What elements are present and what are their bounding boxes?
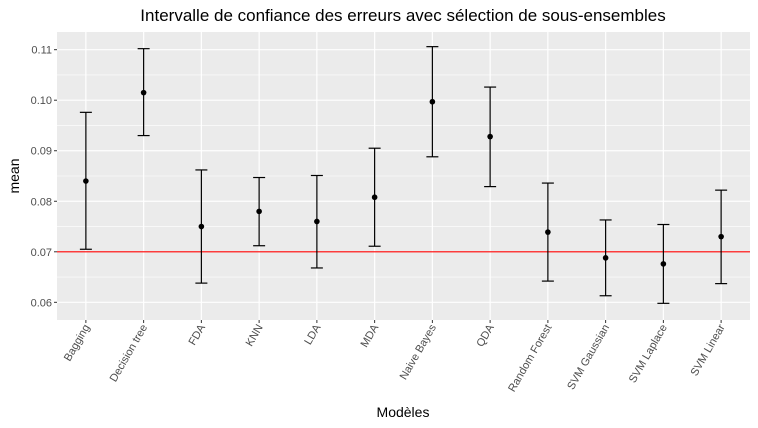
x-tick-label: SVM Laplace [627, 323, 670, 386]
y-tick-label: 0.09 [31, 146, 52, 158]
x-tick-label: FDA [187, 322, 209, 348]
x-tick-label: SVM Gaussian [565, 323, 612, 393]
x-tick-label: KNN [244, 322, 266, 348]
x-tick-label: LDA [302, 322, 323, 347]
mean-point [141, 90, 147, 96]
x-axis-title: Modèles [377, 404, 430, 420]
mean-point [487, 134, 493, 140]
x-tick-label: SVM Linear [689, 322, 728, 378]
mean-point [545, 229, 551, 235]
x-tick-label: Random Forest [506, 323, 554, 395]
mean-point [256, 209, 262, 215]
y-axis-title: mean [6, 158, 22, 193]
x-tick-label: Bagging [62, 323, 93, 364]
mean-point [718, 234, 724, 240]
y-axis: 0.06 0.07 0.08 0.09 0.10 0.11 [31, 45, 57, 310]
x-tick-label: Decision tree [108, 323, 150, 385]
y-tick-label: 0.11 [31, 45, 52, 57]
x-axis: Bagging Decision tree FDA KNN LDA MDA Naive Ba… [62, 320, 728, 394]
mean-point [199, 224, 205, 230]
x-tick-label: QDA [474, 322, 497, 349]
y-tick-label: 0.10 [31, 95, 52, 107]
mean-point [83, 178, 89, 184]
chart-title: Intervalle de confiance des erreurs avec… [140, 6, 665, 25]
y-tick-label: 0.06 [31, 297, 52, 309]
x-tick-label: MDA [359, 322, 382, 350]
mean-point [603, 255, 609, 261]
y-tick-label: 0.07 [31, 247, 52, 259]
y-tick-label: 0.08 [31, 196, 52, 208]
mean-point [372, 194, 378, 200]
mean-point [661, 261, 667, 267]
x-tick-label: Naive Bayes [398, 322, 440, 382]
mean-point [430, 99, 436, 105]
mean-point [314, 219, 320, 225]
